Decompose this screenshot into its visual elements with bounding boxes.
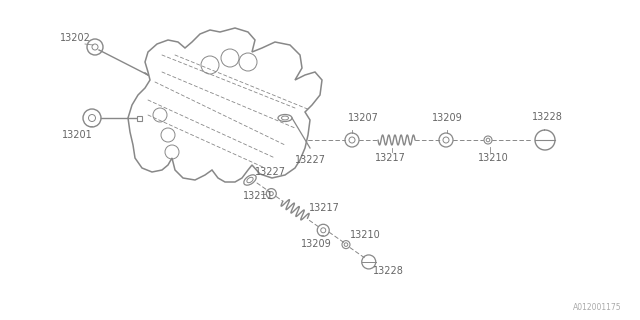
- FancyBboxPatch shape: [137, 116, 142, 121]
- Text: 13228: 13228: [372, 266, 404, 276]
- Text: 13210: 13210: [478, 153, 509, 163]
- Text: 13210: 13210: [350, 230, 381, 240]
- Text: 13209: 13209: [432, 113, 463, 123]
- Text: 13207: 13207: [348, 113, 379, 123]
- Text: 13227: 13227: [295, 155, 326, 165]
- Text: 13211: 13211: [243, 191, 274, 201]
- Text: A012001175: A012001175: [573, 303, 622, 312]
- Text: 13217: 13217: [375, 153, 406, 163]
- Text: 13202: 13202: [60, 33, 91, 43]
- Text: 13228: 13228: [532, 112, 563, 122]
- Text: 13217: 13217: [309, 204, 340, 213]
- Text: 13209: 13209: [301, 239, 332, 249]
- Text: 13201: 13201: [62, 130, 93, 140]
- Text: 13227: 13227: [255, 167, 286, 177]
